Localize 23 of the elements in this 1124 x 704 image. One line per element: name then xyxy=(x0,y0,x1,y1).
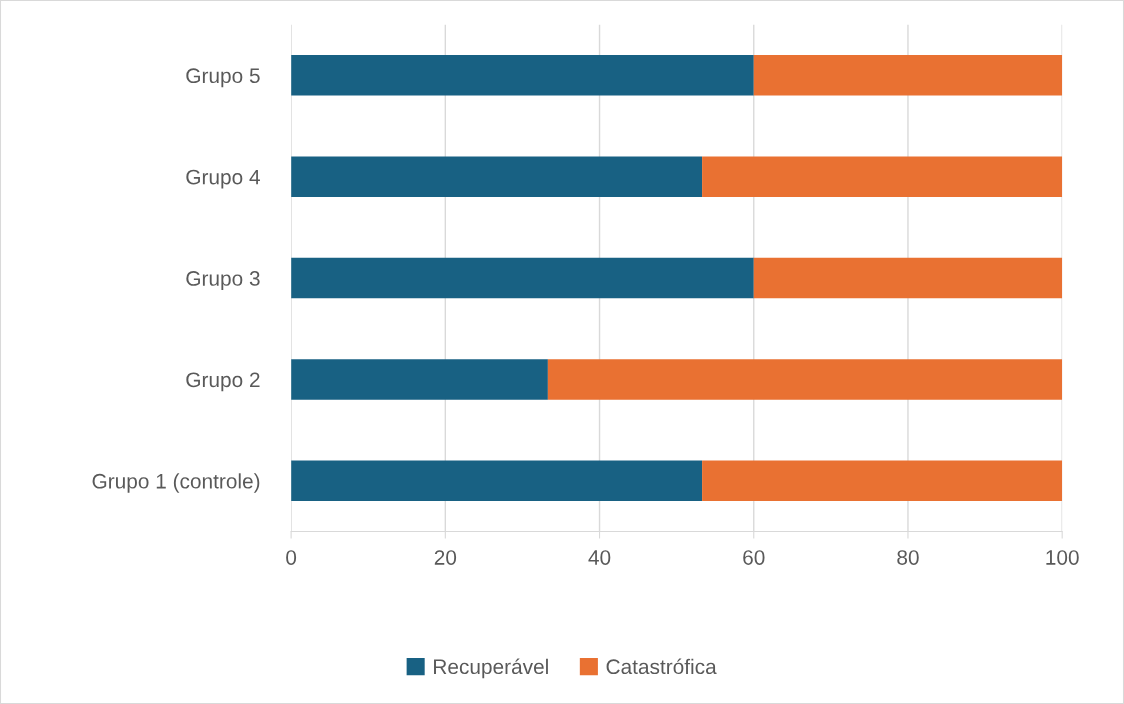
bar xyxy=(291,257,754,299)
y-tick-label: Grupo 1 (controle) xyxy=(92,473,260,493)
y-tick-label: Grupo 5 xyxy=(186,68,260,88)
bar xyxy=(291,359,548,400)
bar xyxy=(753,257,1063,299)
bar xyxy=(547,359,1063,400)
bar xyxy=(702,156,1063,197)
x-tick-label: 0 xyxy=(286,550,297,565)
x-tick-label: 40 xyxy=(588,550,611,565)
bar xyxy=(753,55,1063,96)
y-tick-label: Grupo 4 xyxy=(186,169,260,189)
x-tick-label: 60 xyxy=(743,550,765,565)
legend-label: Catastrófica xyxy=(606,658,717,675)
bar xyxy=(291,55,754,96)
x-tick-label: 100 xyxy=(1046,550,1079,565)
bar xyxy=(702,460,1063,502)
x-tick-label: 80 xyxy=(897,550,919,565)
bar xyxy=(291,460,703,502)
y-tick-label: Grupo 3 xyxy=(186,271,260,290)
x-tick-label: 20 xyxy=(434,550,457,565)
bar xyxy=(291,156,703,197)
legend-label: Recuperável xyxy=(434,658,548,679)
y-tick-label: Grupo 2 xyxy=(186,372,260,392)
